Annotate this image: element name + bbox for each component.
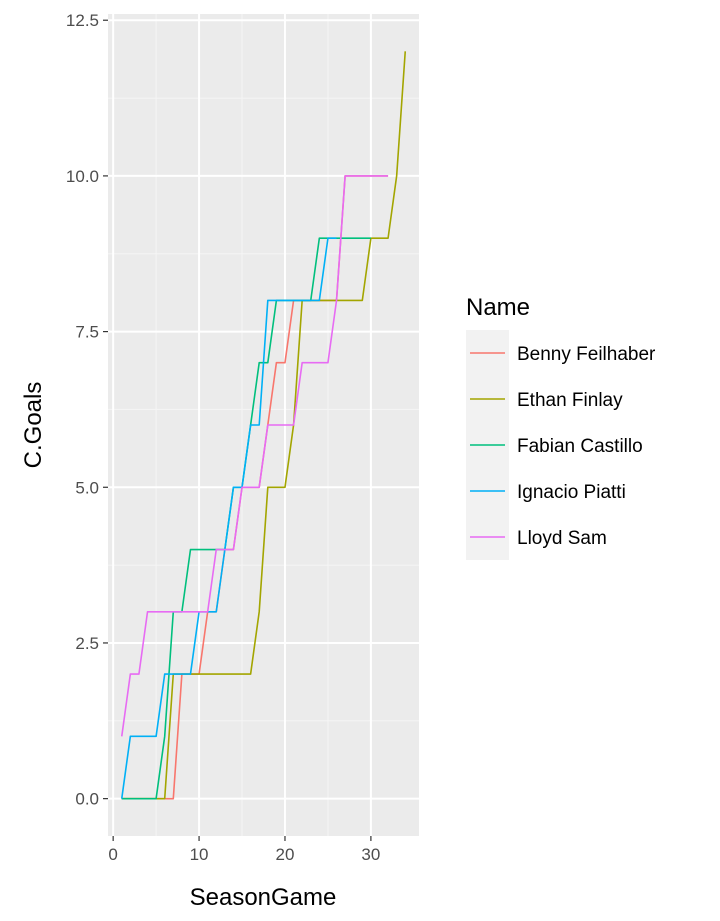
- series-line: [120, 175, 389, 737]
- y-tick-label: 12.5: [66, 11, 99, 30]
- y-tick-label: 7.5: [75, 323, 99, 342]
- x-axis: 0 10 20 30: [108, 836, 380, 864]
- legend-label: Ignacio Piatti: [517, 482, 626, 503]
- y-axis-title: C.Goals: [20, 382, 47, 469]
- panel-background: [108, 14, 419, 836]
- x-axis-title: SeasonGame: [190, 884, 337, 911]
- x-tick-label: 30: [361, 845, 380, 864]
- legend-label: Benny Feilhaber: [517, 344, 656, 365]
- x-tick-label: 0: [108, 845, 117, 864]
- legend: Name Benny Feilhaber Ethan Finlay Fabian C…: [466, 294, 656, 560]
- series-line: [121, 51, 407, 800]
- x-tick-label: 10: [190, 845, 209, 864]
- y-tick-label: 2.5: [75, 634, 99, 653]
- series-line: [120, 237, 337, 799]
- y-tick-label: 0.0: [75, 790, 99, 809]
- minor-grid: [108, 14, 419, 836]
- y-tick-label: 10.0: [66, 167, 99, 186]
- y-tick-label: 5.0: [75, 478, 99, 497]
- series-lines: [120, 51, 407, 800]
- major-grid: [108, 14, 419, 836]
- legend-label: Lloyd Sam: [517, 528, 607, 549]
- legend-label: Ethan Finlay: [517, 390, 623, 411]
- y-axis: 0.0 2.5 5.0 7.5 10.0 12.5: [66, 11, 108, 809]
- legend-title: Name: [466, 294, 530, 321]
- legend-label: Fabian Castillo: [517, 436, 643, 457]
- x-tick-label: 20: [276, 845, 295, 864]
